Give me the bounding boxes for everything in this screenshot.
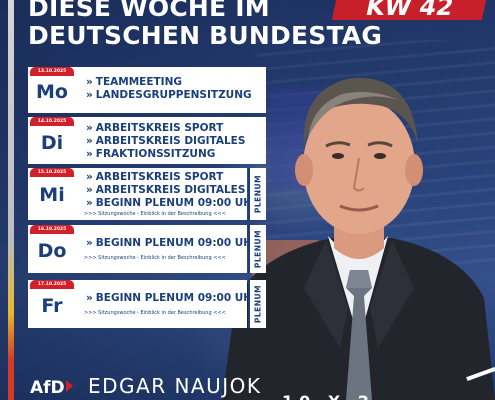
portrait-photo	[222, 77, 495, 400]
plenum-label-fr: PLENUM	[248, 280, 266, 328]
chevron-icon: »	[86, 292, 93, 304]
day-date: 14.10.2025	[30, 117, 74, 126]
session-note: >>> Sitzungswoche - Einblick in der Besc…	[84, 255, 226, 261]
day-items: » BEGINN PLENUM 09:00 UHR	[86, 292, 260, 305]
day-date: 16.10.2025	[30, 225, 74, 234]
agenda-item: » ARBEITSKREIS DIGITALES	[86, 135, 246, 147]
agenda-item: » BEGINN PLENUM 09:00 UHR	[86, 197, 261, 209]
day-abbr: Di	[40, 132, 64, 154]
headline-line-2: DEUTSCHEN BUNDESTAG	[28, 21, 383, 50]
day-card-fr: 17.10.2025 Fr » BEGINN PLENUM 09:00 UHR >…	[28, 280, 260, 328]
day-badge: 15.10.2025 Mi	[30, 168, 74, 213]
session-note: >>> Sitzungswoche - Einblick in der Besc…	[84, 211, 226, 217]
day-items: » ARBEITSKREIS SPORT » ARBEITSKREIS DIGITA…	[86, 122, 245, 161]
agenda-item: » TEAMMEETING	[86, 76, 182, 88]
chevron-icon: »	[86, 171, 93, 183]
chevron-icon: »	[86, 197, 93, 209]
day-items: » ARBEITSKREIS SPORT » ARBEITSKREIS DIGITA…	[86, 171, 260, 210]
day-items: » TEAMMEETING » LANDESGRUPPENSITZUNG	[86, 76, 252, 102]
day-card-di: 14.10.2025 Di » ARBEITSKREIS SPORT » ARBEI…	[28, 117, 266, 164]
politician-name: EDGAR NAUJOK	[88, 374, 262, 398]
plenum-label-mi: PLENUM	[248, 168, 266, 220]
chevron-icon: »	[86, 148, 93, 160]
headline: DIESE WOCHE IM DEUTSCHEN BUNDESTAG	[28, 0, 383, 50]
day-badge: 14.10.2025 Di	[30, 117, 74, 160]
partial-text: 10 X 2	[282, 392, 375, 400]
day-abbr: Do	[37, 240, 67, 262]
left-color-stripe	[8, 0, 14, 400]
session-note: >>> Sitzungswoche - Einblick in der Besc…	[84, 310, 226, 316]
plenum-label-do: PLENUM	[248, 225, 266, 273]
day-badge: 13.10.2025 Mo	[30, 67, 74, 108]
day-card-mi: 15.10.2025 Mi » ARBEITSKREIS SPORT » ARBEI…	[28, 168, 260, 220]
agenda-item: » FRAKTIONSSITZUNG	[86, 148, 216, 160]
day-date: 15.10.2025	[30, 168, 74, 177]
agenda-item: » LANDESGRUPPENSITZUNG	[86, 89, 252, 101]
headline-line-1: DIESE WOCHE IM	[28, 0, 270, 22]
agenda-item: » ARBEITSKREIS SPORT	[86, 122, 224, 134]
agenda-item: » ARBEITSKREIS SPORT	[86, 171, 224, 183]
chevron-icon: »	[86, 89, 93, 101]
afd-logo: AfD	[30, 378, 73, 398]
day-date: 13.10.2025	[30, 67, 74, 76]
agenda-item: » BEGINN PLENUM 09:00 UHR	[86, 237, 261, 249]
chevron-icon: »	[86, 237, 93, 249]
day-badge: 16.10.2025 Do	[30, 225, 74, 268]
agenda-item: » ARBEITSKREIS DIGITALES	[86, 184, 246, 196]
chevron-icon: »	[86, 122, 93, 134]
agenda-item: » BEGINN PLENUM 09:00 UHR	[86, 292, 261, 304]
arrow-icon	[65, 380, 73, 392]
day-items: » BEGINN PLENUM 09:00 UHR	[86, 237, 260, 250]
chevron-icon: »	[86, 76, 93, 88]
day-date: 17.10.2025	[30, 280, 74, 289]
day-card-do: 16.10.2025 Do » BEGINN PLENUM 09:00 UHR >…	[28, 225, 260, 273]
day-abbr: Mo	[36, 81, 68, 103]
chevron-icon: »	[86, 135, 93, 147]
chevron-icon: »	[86, 184, 93, 196]
day-badge: 17.10.2025 Fr	[30, 280, 74, 323]
day-abbr: Fr	[41, 295, 63, 317]
day-abbr: Mi	[39, 184, 65, 206]
day-card-mo: 13.10.2025 Mo » TEAMMEETING » LANDESGRUPPE…	[28, 67, 266, 113]
kw-badge: KW 42	[331, 0, 489, 21]
